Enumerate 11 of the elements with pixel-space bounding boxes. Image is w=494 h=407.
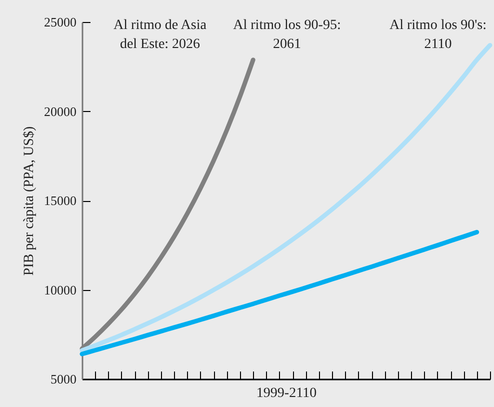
line-series: [80, 230, 480, 356]
y-tick-label: 25000: [44, 14, 76, 30]
y-tick-label: 10000: [44, 282, 76, 298]
annotation: Al ritmo los 90-95: 2061: [233, 18, 341, 52]
annotation: Al ritmo de Asia del Este: 2026: [114, 18, 208, 52]
y-tick-label: 20000: [44, 104, 76, 119]
annotation: Al ritmo los 90's: 2110: [389, 18, 487, 52]
x-axis-title: 1999-2110: [256, 386, 317, 401]
y-tick-label: 5000: [50, 372, 76, 386]
y-tick-label: 15000: [44, 193, 76, 208]
y-axis-title: PIB per càpita (PPA, US$): [22, 126, 37, 276]
